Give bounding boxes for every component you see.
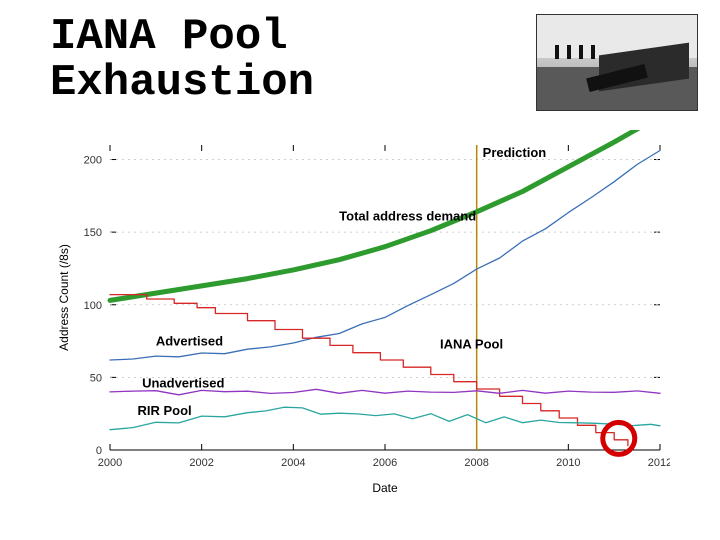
chart-container: 2000 2002 2004 2006 2008 2010 2012 0 50 100 150 200… (50, 130, 670, 500)
svg-text:50: 50 (90, 372, 102, 384)
svg-text:Address Count (/8s): Address Count (/8s) (57, 244, 71, 351)
svg-text:2006: 2006 (373, 457, 397, 469)
slide: IANA Pool Exhaustion 2000200220042006200… (0, 0, 720, 540)
svg-text:200: 200 (84, 155, 102, 167)
svg-text:0: 0 (96, 445, 102, 457)
exhaustion-chart: 2000 2002 2004 2006 2008 2010 2012 0 50 100 150 200… (50, 130, 670, 500)
page-title: IANA Pool Exhaustion (50, 14, 314, 106)
svg-text:2008: 2008 (464, 457, 488, 469)
svg-text:RIR Pool: RIR Pool (138, 403, 192, 418)
svg-text:150: 150 (84, 227, 102, 239)
svg-text:IANA Pool: IANA Pool (440, 336, 503, 351)
svg-text:2004: 2004 (281, 457, 305, 469)
svg-text:2000: 2000 (98, 457, 122, 469)
svg-text:Advertised: Advertised (156, 333, 223, 348)
svg-text:Date: Date (372, 481, 398, 495)
svg-text:Total address demand: Total address demand (339, 209, 476, 224)
photo-thumbnail (536, 14, 698, 111)
svg-text:Unadvertised: Unadvertised (142, 376, 224, 391)
svg-text:2012: 2012 (648, 457, 670, 469)
svg-text:2010: 2010 (556, 457, 580, 469)
svg-text:2002: 2002 (189, 457, 213, 469)
svg-text:Prediction: Prediction (483, 145, 547, 160)
svg-text:100: 100 (84, 300, 102, 312)
